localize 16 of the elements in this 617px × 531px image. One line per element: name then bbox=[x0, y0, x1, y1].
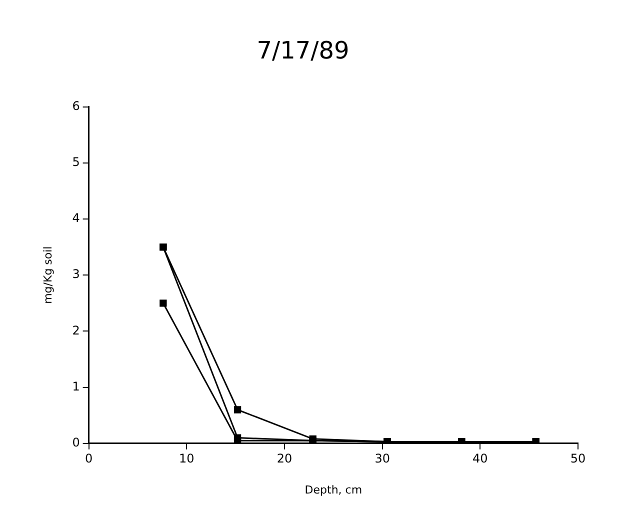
y-axis-title: mg/Kg soil bbox=[41, 246, 54, 304]
x-tick-label: 20 bbox=[276, 452, 292, 466]
y-tick-label: 1 bbox=[72, 379, 80, 394]
x-tick-label: 50 bbox=[570, 452, 586, 466]
x-tick-label: 30 bbox=[374, 452, 390, 466]
y-tick-label: 2 bbox=[72, 323, 80, 338]
x-tick-label: 0 bbox=[85, 452, 93, 466]
y-tick-label: 5 bbox=[72, 155, 80, 170]
y-tick-label: 6 bbox=[72, 98, 80, 113]
y-tick-label: 0 bbox=[72, 436, 80, 450]
x-tick-label: 10 bbox=[179, 452, 194, 466]
x-tick-label: 40 bbox=[472, 452, 488, 466]
chart-title: 7/17/89 bbox=[256, 36, 350, 65]
x-axis-title: Depth, cm bbox=[304, 483, 362, 496]
y-tick-label: 3 bbox=[72, 267, 80, 282]
y-tick-label: 4 bbox=[72, 211, 80, 226]
